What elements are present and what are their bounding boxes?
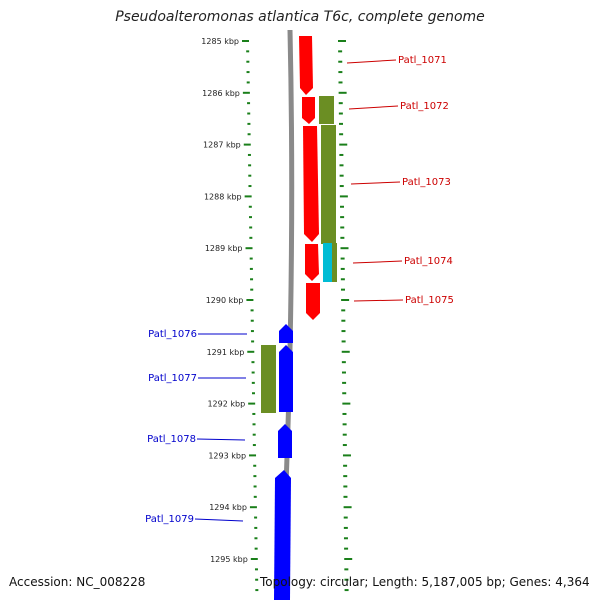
reverse-genes (261, 324, 293, 600)
gene-arrow-patl-1079[interactable] (274, 470, 291, 600)
gene-label-patl-1078[interactable]: Patl_1078 (147, 434, 196, 445)
gene-arrow-patl-1073[interactable] (303, 126, 319, 242)
gene-arrow-patl-1078[interactable] (278, 424, 292, 458)
cyan-feature[interactable] (323, 243, 332, 282)
gene-arrow-patl-1077[interactable] (279, 345, 293, 412)
kbp-label: 1290 kbp (206, 296, 244, 305)
kbp-label: 1292 kbp (207, 400, 245, 409)
kbp-label: 1293 kbp (208, 451, 246, 460)
olive-feature-tail[interactable] (331, 243, 337, 282)
right-scale-ruler (338, 40, 353, 592)
leader-patl-1073 (350, 181, 401, 185)
gene-label-patl-1072[interactable]: Patl_1072 (400, 101, 449, 112)
gene-labels: Patl_1071 Patl_1072 Patl_1073 Patl_1074 … (145, 55, 454, 525)
kbp-label: 1295 kbp (210, 555, 248, 564)
kbp-label: 1287 kbp (203, 141, 241, 150)
kbp-label: 1289 kbp (205, 244, 243, 253)
leader-patl-1078 (196, 438, 246, 441)
left-scale-ruler (242, 40, 259, 592)
gene-label-patl-1073[interactable]: Patl_1073 (402, 177, 451, 188)
leader-patl-1072 (348, 105, 399, 110)
gene-label-patl-1074[interactable]: Patl_1074 (404, 256, 453, 267)
gene-arrow-patl-1074[interactable] (305, 244, 319, 281)
gene-label-patl-1077[interactable]: Patl_1077 (148, 373, 197, 384)
map-title: Pseudoalteromonas atlantica T6c, complet… (115, 9, 485, 25)
gene-label-patl-1076[interactable]: Patl_1076 (148, 329, 197, 340)
gene-arrow-patl-1076[interactable] (279, 324, 293, 343)
olive-feature-upper[interactable] (319, 96, 334, 124)
kbp-label: 1294 kbp (209, 503, 247, 512)
gene-arrow-patl-1071[interactable] (299, 36, 313, 95)
gene-leader-lines (194, 59, 404, 522)
accession-text: Accession: NC_008228 (9, 575, 146, 589)
topology-text: Topology: circular; Length: 5,187,005 bp… (260, 575, 590, 589)
gene-arrow-patl-1075[interactable] (306, 283, 320, 320)
forward-genes (299, 36, 320, 320)
kbp-label: 1288 kbp (204, 192, 242, 201)
leader-patl-1075 (353, 299, 404, 302)
olive-feature-lower[interactable] (321, 125, 336, 244)
kbp-label: 1291 kbp (207, 348, 245, 357)
leader-patl-1079 (194, 518, 244, 522)
leader-patl-1074 (352, 260, 403, 264)
kbp-label: 1286 kbp (202, 89, 240, 98)
gene-label-patl-1075[interactable]: Patl_1075 (405, 295, 454, 306)
kbp-label: 1285 kbp (201, 37, 239, 46)
leader-patl-1071 (346, 59, 397, 64)
gene-label-patl-1071[interactable]: Patl_1071 (398, 55, 447, 66)
olive-feature-reverse[interactable] (261, 345, 276, 413)
forward-features (319, 96, 337, 282)
gene-arrow-patl-1072[interactable] (302, 97, 315, 124)
kbp-label-group: 1285 kbp 1286 kbp 1287 kbp 1288 kbp 1289 kbp… (201, 37, 248, 564)
gene-label-patl-1079[interactable]: Patl_1079 (145, 514, 194, 525)
